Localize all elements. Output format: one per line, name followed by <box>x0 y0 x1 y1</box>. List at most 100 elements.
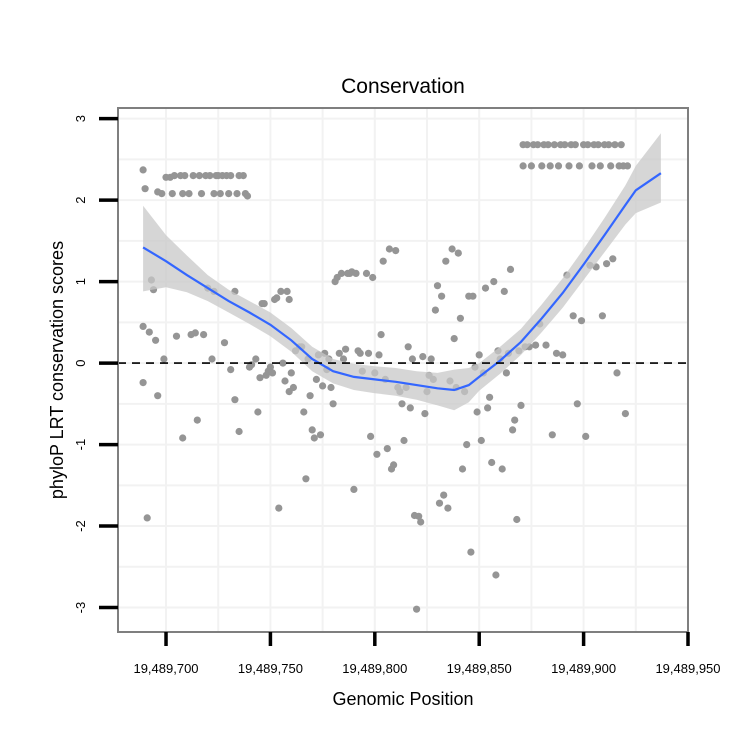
data-point <box>143 514 151 522</box>
data-point <box>440 491 448 499</box>
data-point <box>435 499 444 507</box>
data-point <box>268 369 277 377</box>
x-tick-label: 19,489,750 <box>238 661 303 676</box>
data-point <box>538 162 546 170</box>
x-tick-label: 19,489,900 <box>551 661 616 676</box>
data-point <box>617 141 625 149</box>
data-point <box>356 349 364 357</box>
data-point <box>392 247 400 255</box>
data-point <box>312 375 320 383</box>
data-point <box>415 512 423 520</box>
data-point <box>502 369 510 377</box>
data-point <box>220 339 229 347</box>
data-point <box>379 257 387 265</box>
data-point <box>275 504 283 512</box>
data-point <box>498 465 506 473</box>
data-point <box>559 351 567 359</box>
data-point <box>145 328 153 336</box>
data-point <box>181 172 189 180</box>
data-point <box>172 332 181 340</box>
data-point <box>438 292 446 300</box>
data-point <box>329 400 337 408</box>
data-point <box>308 426 316 434</box>
data-point <box>289 383 297 392</box>
data-point <box>256 374 264 382</box>
y-tick-label: 2 <box>73 196 88 203</box>
data-point <box>467 548 475 556</box>
data-point <box>400 436 408 445</box>
data-point <box>375 351 383 359</box>
y-tick-label: 0 <box>73 359 88 366</box>
data-point <box>239 172 247 180</box>
data-point <box>252 355 260 363</box>
data-point <box>339 355 348 363</box>
data-point <box>554 162 563 170</box>
data-point <box>310 434 318 442</box>
data-point <box>490 278 498 286</box>
data-point <box>419 353 427 361</box>
data-point <box>193 416 201 424</box>
data-point <box>519 162 527 170</box>
data-point <box>469 292 477 300</box>
data-point <box>500 287 508 295</box>
data-point <box>364 349 373 357</box>
data-point <box>473 408 481 416</box>
data-point <box>421 410 429 418</box>
data-point <box>596 162 604 170</box>
data-point <box>179 434 187 442</box>
y-axis: -3 -2 -1 0 1 2 3 <box>73 115 118 613</box>
data-point <box>373 450 381 458</box>
data-point <box>254 408 262 416</box>
data-point <box>607 162 615 170</box>
data-point <box>584 141 592 149</box>
data-point <box>189 172 197 180</box>
data-point <box>550 141 559 149</box>
data-point <box>517 401 525 409</box>
data-point <box>195 172 203 180</box>
data-point <box>342 345 350 353</box>
data-point <box>352 269 360 277</box>
data-point <box>383 445 391 453</box>
data-point <box>302 475 310 483</box>
x-axis-label: Genomic Position <box>332 689 473 709</box>
data-point <box>335 349 343 357</box>
data-point <box>210 190 218 198</box>
data-point <box>609 255 617 263</box>
data-point <box>319 382 327 390</box>
data-point <box>475 351 483 359</box>
data-point <box>316 431 325 439</box>
y-tick-label: -2 <box>73 520 88 532</box>
data-point <box>433 282 442 290</box>
data-point <box>233 190 241 198</box>
data-point <box>569 312 577 320</box>
data-point <box>450 335 458 343</box>
data-point <box>231 396 239 404</box>
data-point <box>227 172 235 180</box>
data-point <box>582 432 590 440</box>
data-point <box>185 190 193 198</box>
data-point <box>605 141 613 149</box>
data-point <box>511 416 519 424</box>
panel-border <box>117 107 689 633</box>
data-point <box>598 312 607 320</box>
data-point <box>362 269 371 277</box>
data-point <box>523 141 531 149</box>
data-point <box>158 190 166 198</box>
data-point <box>260 300 268 308</box>
data-point <box>486 393 494 401</box>
data-point <box>327 383 335 392</box>
data-point <box>369 273 377 282</box>
y-tick-label: -1 <box>73 439 88 451</box>
data-point <box>154 392 162 400</box>
x-axis: 19,489,700 19,489,750 19,489,800 19,489,850… <box>133 632 721 676</box>
data-point <box>427 355 435 363</box>
data-point <box>266 363 274 371</box>
data-point <box>458 465 467 473</box>
confidence-band <box>143 133 661 411</box>
x-tick-label: 19,489,800 <box>342 661 407 676</box>
data-point <box>603 260 611 268</box>
data-point <box>243 192 252 200</box>
data-point <box>227 366 235 374</box>
data-point <box>534 141 542 149</box>
data-point <box>456 314 464 322</box>
